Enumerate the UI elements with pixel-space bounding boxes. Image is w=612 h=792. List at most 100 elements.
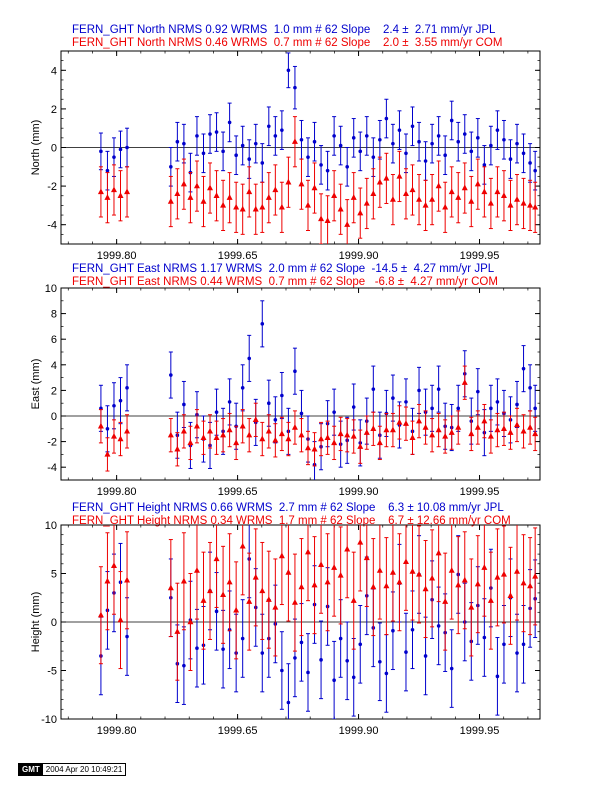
- north-com-point: [350, 194, 357, 200]
- north-com-point: [363, 199, 370, 206]
- east-jpl-point: [273, 418, 278, 422]
- north-jpl-point: [521, 151, 526, 156]
- north-jpl-point: [169, 165, 173, 169]
- north-com-point: [180, 180, 187, 187]
- height-jpl-point: [280, 668, 284, 673]
- north-com-point: [422, 201, 429, 208]
- east-com-point: [429, 431, 436, 438]
- height-com-point: [324, 578, 331, 585]
- east-com-point: [220, 431, 227, 438]
- east-ytick-label: 10: [45, 283, 57, 295]
- height-com-point: [507, 592, 514, 599]
- north-jpl-point: [476, 136, 480, 140]
- north-com-point: [213, 192, 220, 198]
- north-com-point: [311, 184, 318, 191]
- east-jpl-point: [112, 403, 116, 408]
- north-com-point: [337, 205, 344, 212]
- north-jpl-point: [364, 134, 369, 138]
- gmt-logo: GMT: [19, 764, 43, 775]
- east-ylabel: East (mm): [30, 359, 42, 410]
- north-jpl-point: [404, 151, 408, 156]
- north-jpl-point: [338, 143, 343, 148]
- north-jpl-point: [105, 168, 110, 173]
- east-jpl-point: [404, 400, 408, 404]
- east-jpl-point: [214, 410, 219, 414]
- height-jpl-point: [423, 654, 428, 658]
- height-ylabel: Height (mm): [30, 592, 42, 653]
- east-jpl-point: [391, 396, 395, 400]
- north-jpl-point: [502, 137, 506, 142]
- height-com-point: [383, 582, 390, 589]
- height-jpl-point: [384, 671, 389, 676]
- north-com-point: [331, 192, 338, 198]
- north-com-point: [389, 196, 396, 202]
- east-jpl-point: [182, 402, 186, 407]
- east-jpl-point: [267, 401, 271, 406]
- north-jpl-point: [267, 124, 271, 129]
- north-com-point: [104, 194, 111, 200]
- north-com-point: [246, 188, 253, 195]
- north-com-point: [124, 188, 131, 195]
- height-com-point: [180, 577, 187, 584]
- east-com-point: [259, 435, 266, 442]
- east-ytick-label: 4: [51, 360, 57, 372]
- east-com-point: [357, 443, 364, 449]
- height-com-point: [233, 606, 240, 613]
- height-com-point: [520, 579, 527, 586]
- east-jpl-point: [430, 406, 434, 411]
- east-com-point: [402, 420, 409, 426]
- north-xtick-label: 1999.65: [218, 250, 258, 262]
- east-jpl-point: [293, 369, 297, 374]
- east-com-point: [396, 418, 403, 425]
- height-ytick-label: 10: [45, 520, 57, 532]
- east-jpl-point: [247, 356, 252, 361]
- height-com-point: [97, 611, 104, 618]
- height-jpl-point: [338, 636, 343, 641]
- east-com-point: [117, 435, 124, 442]
- height-com-point: [285, 569, 292, 575]
- north-com-point: [520, 199, 527, 206]
- north-xtick-label: 1999.95: [460, 250, 500, 262]
- east-com-point: [252, 416, 259, 423]
- north-com-point: [448, 188, 455, 195]
- height-com-point: [187, 618, 194, 625]
- north-com-point: [474, 180, 481, 187]
- east-jpl-point: [227, 400, 232, 404]
- north-jpl-point: [378, 137, 382, 142]
- east-com-point: [97, 422, 104, 429]
- height-com-point: [331, 564, 338, 570]
- north-com-point: [193, 182, 200, 189]
- height-com-point: [344, 545, 351, 552]
- north-com-point: [461, 184, 468, 191]
- north-jpl-point: [371, 155, 376, 159]
- east-com-point: [304, 444, 311, 451]
- north-jpl-point: [240, 143, 245, 148]
- east-com-point: [193, 422, 200, 429]
- north-com-point: [220, 201, 227, 208]
- height-ytick-label: -10: [41, 714, 57, 726]
- height-jpl-header: FERN_GHT Height NRMS 0.66 WRMS 2.7 mm # …: [72, 502, 504, 514]
- east-jpl-point: [105, 427, 110, 431]
- height-com-point: [468, 603, 475, 610]
- north-xtick-label: 1999.80: [97, 250, 137, 262]
- height-com-point: [448, 567, 455, 573]
- height-com-point: [213, 555, 220, 562]
- east-com-point: [207, 427, 214, 434]
- north-jpl-point: [384, 116, 389, 121]
- height-jpl-point: [345, 659, 349, 663]
- east-jpl-point: [351, 405, 356, 409]
- east-jpl-point: [332, 410, 336, 414]
- east-jpl-point: [417, 388, 421, 393]
- height-xtick-label: 1999.65: [218, 725, 258, 737]
- gmt-timestamp: 2004 Apr 20 10:49:21: [42, 764, 126, 775]
- height-com-point: [207, 587, 214, 594]
- height-com-point: [200, 597, 207, 603]
- north-com-point: [376, 178, 383, 185]
- height-com-point: [265, 596, 272, 602]
- east-com-point: [278, 430, 285, 437]
- height-com-point: [527, 582, 534, 589]
- north-com-point: [507, 201, 514, 208]
- north-jpl-point: [345, 165, 349, 169]
- north-com-point: [117, 192, 124, 198]
- north-com-point: [442, 203, 449, 210]
